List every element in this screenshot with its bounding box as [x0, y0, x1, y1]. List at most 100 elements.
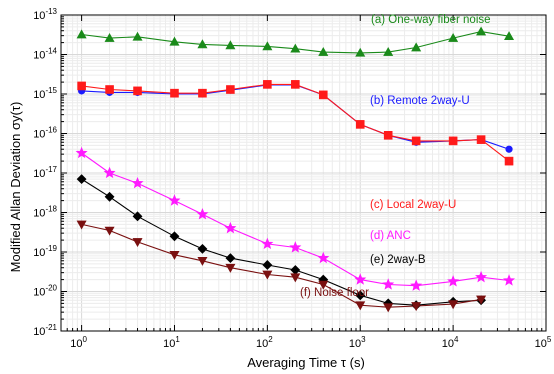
series-label: (e) 2way-B: [370, 254, 426, 266]
data-point-triangle-down: [383, 303, 394, 313]
y-axis-label: Modified Allan Deviation σy(τ): [8, 102, 23, 273]
y-tick-label: 10-16: [33, 126, 57, 141]
x-tick-label: 103: [349, 335, 366, 350]
x-axis-label: Averaging Time τ (s): [247, 355, 365, 370]
data-point-star: [503, 274, 516, 286]
data-point-diamond: [76, 174, 87, 185]
data-point-diamond: [169, 231, 180, 242]
data-point-triangle-up: [411, 42, 422, 52]
data-point-star: [410, 279, 423, 291]
y-tick-label: 10-17: [33, 165, 57, 180]
data-point-square: [170, 88, 179, 98]
series-5: [76, 220, 487, 313]
data-point-triangle-down: [197, 256, 208, 266]
x-tick-label: 102: [256, 335, 273, 350]
data-point-triangle-up: [318, 46, 329, 56]
data-point-triangle-up: [104, 32, 115, 42]
data-point-triangle-down: [76, 220, 87, 230]
data-point-triangle-up: [448, 32, 459, 42]
series-line: [81, 223, 482, 308]
axes: 100 101 102 103 104 105 10-13 10-14 10-15 10-16 10…: [33, 7, 552, 350]
data-point-diamond: [197, 243, 208, 254]
series-layer: [75, 26, 516, 313]
data-point-star: [382, 278, 395, 290]
data-point-triangle-down: [225, 263, 236, 273]
data-point-star: [317, 251, 330, 264]
data-point-square: [105, 85, 114, 94]
data-point-diamond: [132, 211, 143, 222]
y-tick-label: 10-18: [33, 205, 57, 220]
data-point-triangle-down: [169, 250, 180, 260]
series-label: (d) ANC: [370, 230, 411, 242]
data-point-triangle-up: [504, 31, 515, 41]
data-point-star: [75, 146, 88, 159]
data-point-triangle-down: [104, 226, 115, 236]
data-point-star: [168, 194, 181, 206]
series-label: (c) Local 2way-U: [370, 199, 456, 211]
series-label: (b) Remote 2way-U: [370, 95, 470, 107]
data-point-triangle-down: [476, 295, 487, 305]
data-point-triangle-down: [262, 270, 273, 280]
data-point-square: [504, 156, 514, 166]
data-point-circle: [505, 145, 513, 153]
x-tick-label: 104: [442, 335, 459, 350]
data-point-square: [355, 120, 365, 129]
data-point-square: [411, 136, 421, 146]
y-tick-label: 10-13: [33, 7, 57, 22]
data-point-square: [476, 135, 486, 144]
series-label: (f) Noise floor: [300, 287, 369, 299]
data-point-square: [77, 81, 86, 91]
data-point-triangle-up: [132, 31, 143, 41]
data-point-star: [354, 273, 367, 285]
x-tick-label: 100: [70, 335, 87, 350]
data-point-star: [475, 270, 488, 283]
data-point-triangle-up: [76, 29, 87, 39]
y-tick-label: 10-21: [33, 323, 57, 338]
grid-lines: [60, 15, 546, 332]
data-point-triangle-down: [411, 302, 422, 312]
series-0: [76, 26, 515, 57]
data-point-star: [289, 241, 302, 253]
data-point-triangle-up: [290, 43, 301, 53]
data-point-diamond: [104, 191, 115, 202]
data-point-triangle-up: [169, 36, 180, 46]
data-point-square: [383, 131, 393, 140]
data-point-square: [318, 90, 328, 100]
data-point-square: [263, 80, 272, 89]
data-point-square: [133, 86, 142, 96]
data-point-triangle-down: [318, 280, 329, 290]
data-point-triangle-up: [262, 41, 273, 51]
series-line: [81, 178, 482, 306]
data-point-triangle-down: [448, 300, 459, 310]
data-point-star: [261, 237, 274, 250]
y-tick-label: 10-15: [33, 86, 57, 101]
data-point-diamond: [225, 253, 236, 264]
series-4: [76, 174, 487, 311]
data-point-triangle-up: [383, 46, 394, 56]
data-point-square: [448, 136, 458, 146]
data-point-triangle-up: [355, 47, 366, 57]
x-tick-label: 105: [535, 335, 552, 350]
data-point-square: [226, 85, 235, 94]
series-label: (a) One-way fiber noise: [371, 14, 491, 26]
data-point-square: [198, 88, 207, 98]
data-point-diamond: [355, 290, 366, 301]
data-point-star: [447, 275, 460, 287]
data-point-triangle-down: [290, 273, 301, 283]
y-tick-label: 10-14: [33, 47, 57, 62]
y-tick-label: 10-20: [33, 284, 57, 299]
x-tick-label: 101: [163, 335, 180, 350]
data-point-triangle-up: [476, 26, 487, 36]
data-point-diamond: [290, 265, 301, 275]
data-point-diamond: [262, 260, 273, 270]
data-point-triangle-down: [355, 301, 366, 311]
data-point-star: [103, 166, 116, 179]
data-point-triangle-down: [132, 238, 143, 248]
data-point-triangle-up: [225, 40, 236, 50]
series-2: [77, 80, 514, 166]
labels-layer: (a) One-way fiber noise (b) Remote 2way-U…: [300, 14, 491, 299]
data-point-star: [196, 207, 209, 220]
data-point-triangle-up: [197, 39, 208, 49]
data-point-square: [291, 80, 300, 89]
